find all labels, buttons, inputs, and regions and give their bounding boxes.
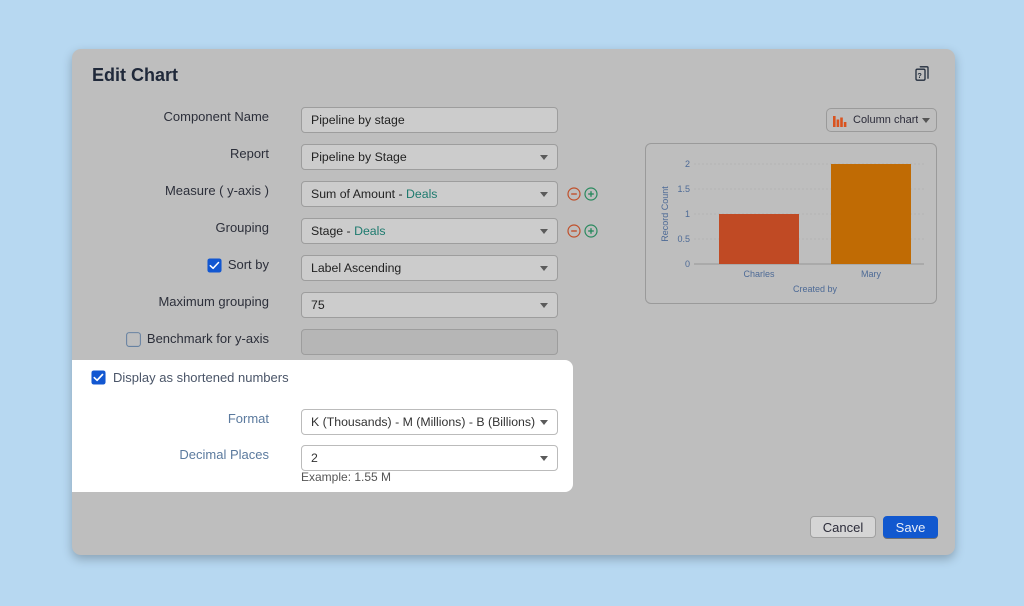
svg-text:Mary: Mary xyxy=(861,269,881,279)
svg-text:1.5: 1.5 xyxy=(677,184,690,194)
svg-text:2: 2 xyxy=(685,159,690,169)
svg-text:0: 0 xyxy=(685,259,690,269)
svg-text:Created by: Created by xyxy=(793,284,838,294)
svg-text:1: 1 xyxy=(685,209,690,219)
svg-text:Record Count: Record Count xyxy=(660,186,670,242)
svg-text:Charles: Charles xyxy=(743,269,775,279)
svg-text:?: ? xyxy=(917,71,922,80)
svg-text:0.5: 0.5 xyxy=(677,234,690,244)
